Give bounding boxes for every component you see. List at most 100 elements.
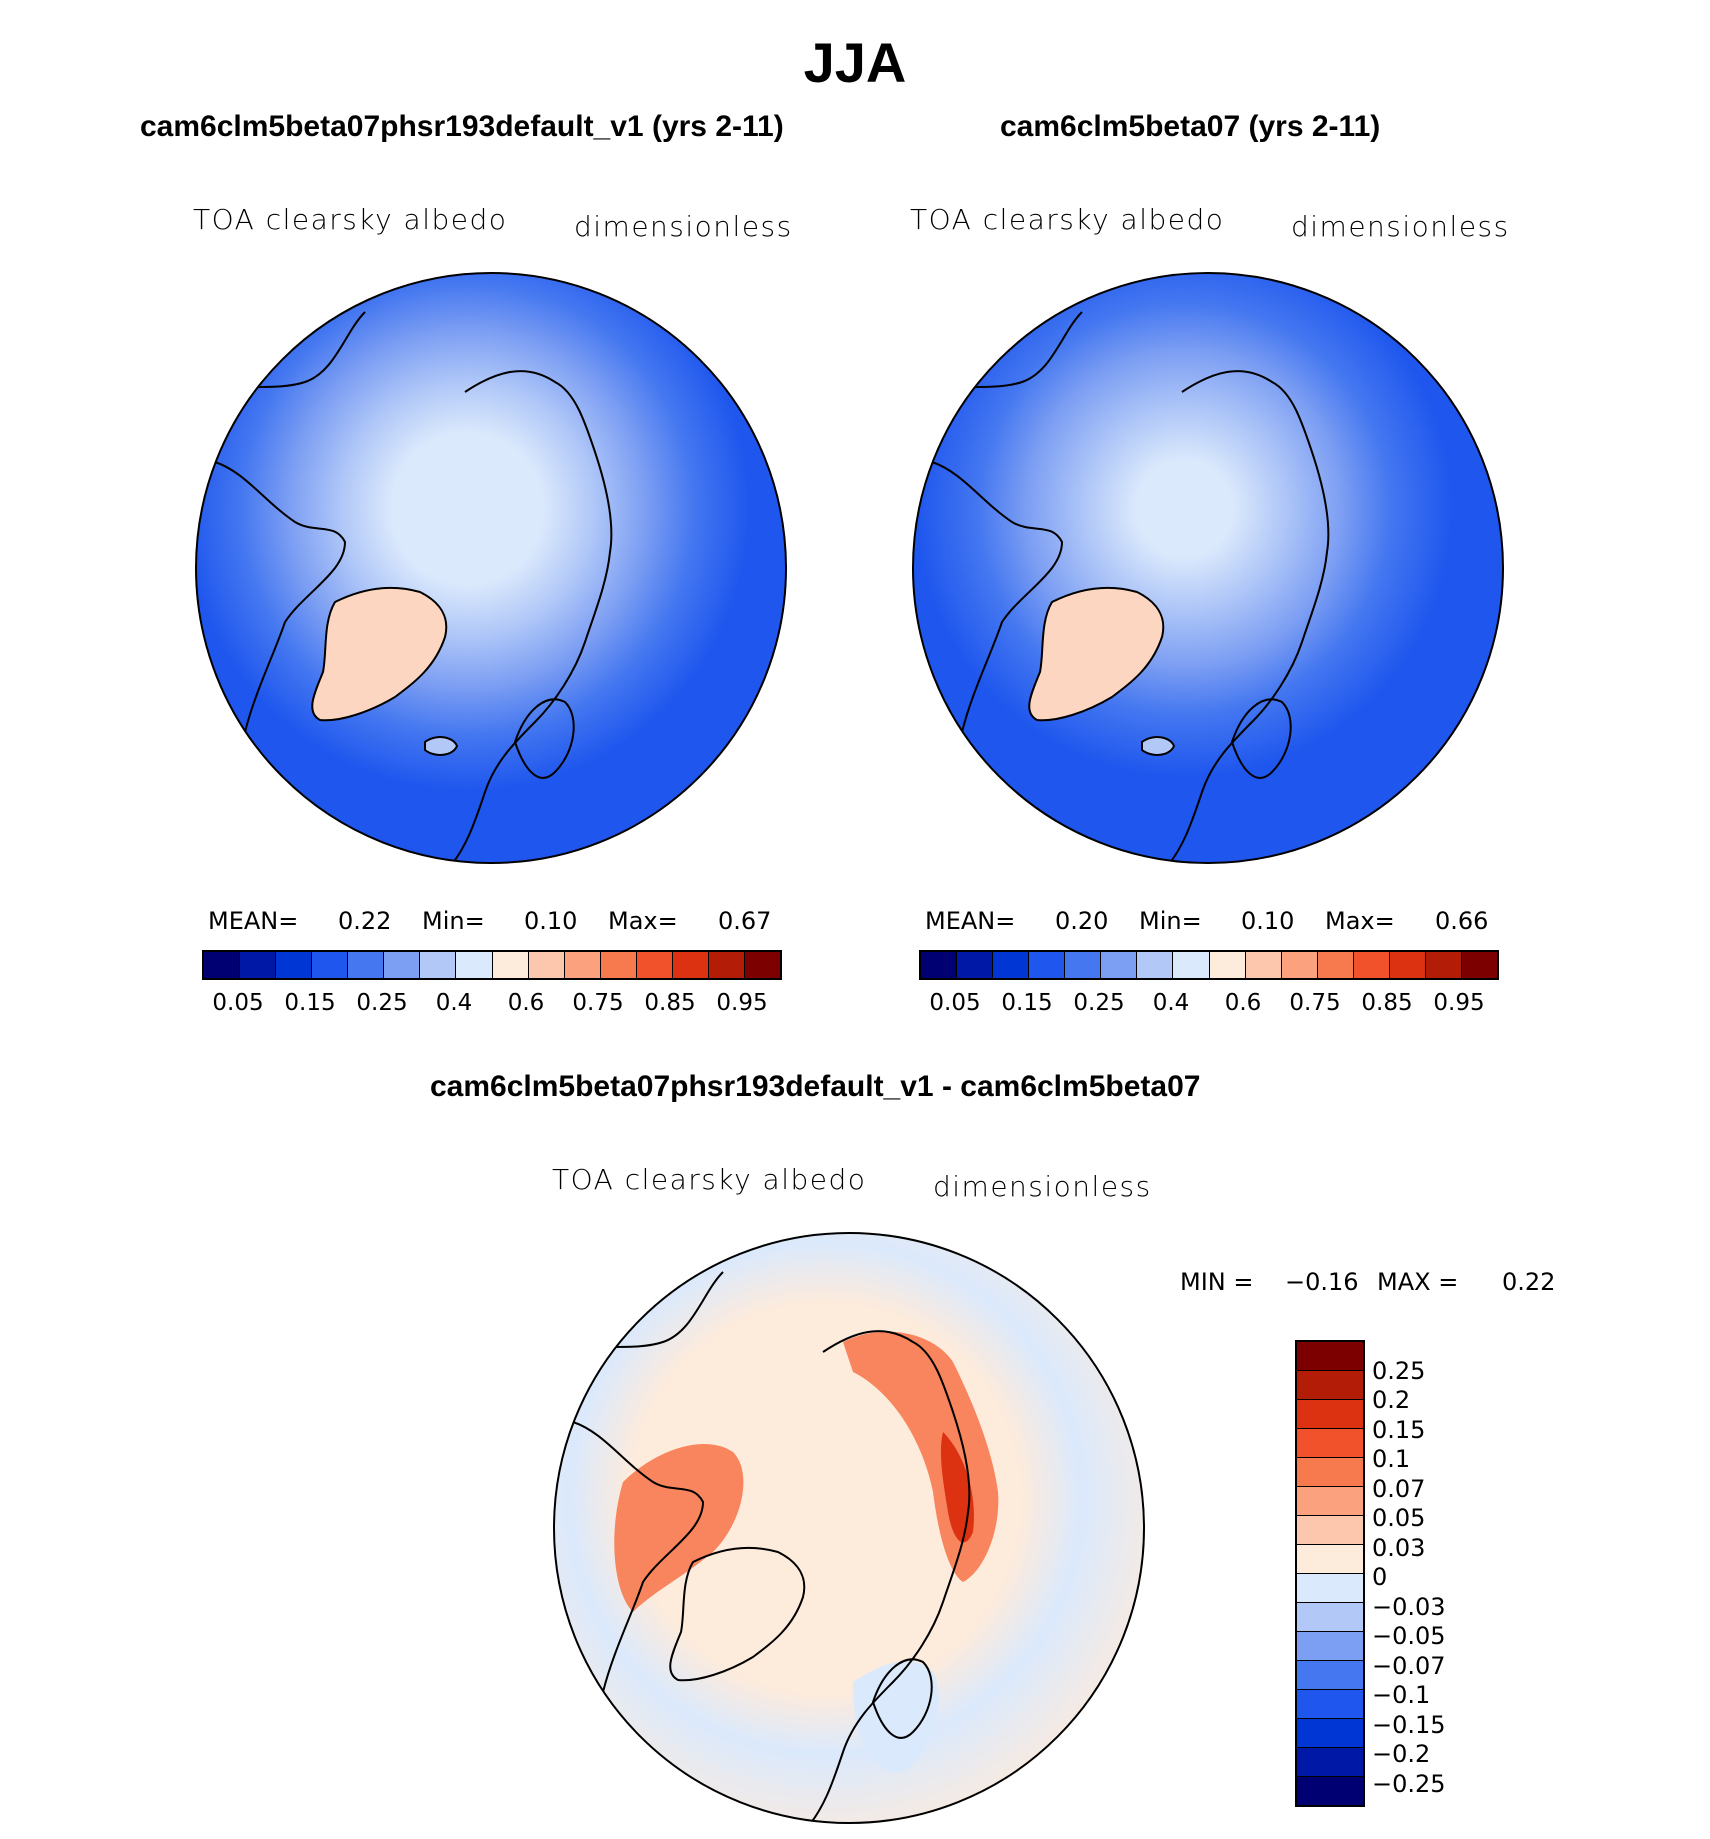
map-border — [195, 272, 787, 864]
colorbar-swatch — [1137, 952, 1174, 978]
colorbar-swatch — [1461, 952, 1497, 978]
colorbar-swatch — [993, 952, 1030, 978]
panel-2-mean-value: 0.20 — [1055, 907, 1109, 935]
diff-max-label: MAX = — [1377, 1268, 1459, 1296]
colorbar-tick-label: 0.75 — [1289, 990, 1341, 1016]
coastline-eurasia — [802, 1330, 971, 1823]
colorbar-tick-label: 0.03 — [1372, 1533, 1426, 1562]
panel-1-mean-value: 0.22 — [338, 907, 392, 935]
panel-2-max-label: Max= — [1325, 907, 1395, 935]
panel-2-variable: TOA clearsky albedo — [910, 203, 1225, 236]
colorbar-swatch — [1297, 1545, 1363, 1574]
colorbar-swatch — [1297, 1603, 1363, 1632]
panel-1-max-label: Max= — [608, 907, 678, 935]
colorbar-swatch — [1317, 952, 1354, 978]
panel-2-min-label: Min= — [1139, 907, 1202, 935]
colorbar-swatch — [276, 952, 313, 978]
positive-anomaly-core — [940, 1432, 974, 1543]
colorbar-swatch — [1101, 952, 1138, 978]
colorbar-tick-label: 0.95 — [716, 990, 768, 1016]
colorbar-tick-label: −0.1 — [1372, 1681, 1431, 1709]
colorbar-swatch — [744, 952, 780, 978]
albedo-field — [913, 273, 1503, 863]
colorbar-swatch — [708, 952, 745, 978]
colorbar-tick-label: −0.07 — [1372, 1651, 1446, 1680]
colorbar-difference-ticks: 0.25 0.2 0.15 0.1 0.07 0.05 0.03 0 −0.03 −0.05 −0.… — [1372, 1340, 1492, 1830]
colorbar-swatch — [1297, 1371, 1363, 1400]
map-border — [553, 1232, 1145, 1824]
colorbar-swatch — [600, 952, 637, 978]
coastline-scandinavia — [1230, 698, 1292, 779]
colorbar-swatch — [1245, 952, 1282, 978]
colorbar-tick-label: 0.05 — [929, 990, 981, 1016]
albedo-field — [196, 273, 786, 863]
panel-1-title: cam6clm5beta07phsr193default_v1 (yrs 2-1… — [140, 110, 784, 143]
polar-map-panel-1 — [195, 272, 787, 864]
diff-max-value: 0.22 — [1502, 1268, 1556, 1296]
colorbar-swatch — [204, 952, 241, 978]
colorbar-swatch — [1297, 1400, 1363, 1429]
colorbar-tick-label: 0.4 — [435, 990, 473, 1016]
colorbar-tick-label: 0.07 — [1372, 1474, 1426, 1503]
colorbar-swatch — [1209, 952, 1246, 978]
colorbar-tick-label: 0.6 — [507, 990, 545, 1016]
colorbar-tick-label: −0.03 — [1372, 1592, 1446, 1621]
colorbar-tick-label: 0.4 — [1152, 990, 1190, 1016]
colorbar-swatch — [1297, 1777, 1363, 1805]
coastline-iceland — [1141, 736, 1176, 756]
colorbar-swatch — [1297, 1429, 1363, 1458]
colorbar-swatch — [636, 952, 673, 978]
colorbar-tick-label: −0.2 — [1372, 1740, 1431, 1768]
colorbar-tick-label: 0 — [1372, 1563, 1388, 1591]
colorbar-swatch — [1297, 1574, 1363, 1603]
colorbar-swatch — [1297, 1661, 1363, 1690]
positive-anomaly-canada — [614, 1443, 744, 1612]
colorbar-swatch — [1173, 952, 1210, 978]
panel-2-mean-label: MEAN= — [925, 907, 1016, 935]
colorbar-tick-label: 0.25 — [1372, 1356, 1426, 1385]
panel-1-units: dimensionless — [574, 210, 793, 243]
panel-2-title: cam6clm5beta07 (yrs 2-11) — [1000, 110, 1381, 143]
colorbar-panel-2-ticks: 0.05 0.15 0.25 0.4 0.6 0.75 0.85 0.95 — [919, 990, 1499, 1020]
diff-panel-units: dimensionless — [933, 1170, 1152, 1203]
diff-panel-title: cam6clm5beta07phsr193default_v1 - cam6cl… — [430, 1070, 1201, 1103]
colorbar-swatch — [1425, 952, 1462, 978]
panel-1-variable: TOA clearsky albedo — [193, 203, 508, 236]
colorbar-difference — [1295, 1340, 1365, 1807]
coastline-eurasia — [444, 370, 613, 863]
colorbar-tick-label: 0.05 — [212, 990, 264, 1016]
greenland-ice-sheet — [311, 586, 448, 722]
colorbar-swatch — [312, 952, 349, 978]
colorbar-swatch — [1297, 1719, 1363, 1748]
colorbar-swatch — [672, 952, 709, 978]
panel-2-max-value: 0.66 — [1435, 907, 1489, 935]
colorbar-swatch — [1297, 1748, 1363, 1777]
coastline-iceland — [424, 736, 459, 756]
colorbar-swatch — [420, 952, 457, 978]
greenland-ice-sheet — [1028, 586, 1165, 722]
colorbar-tick-label: 0.85 — [644, 990, 696, 1016]
colorbar-tick-label: −0.15 — [1372, 1710, 1446, 1739]
colorbar-swatch — [1297, 1632, 1363, 1661]
colorbar-tick-label: 0.15 — [1372, 1415, 1426, 1444]
coastline-scandinavia — [871, 1658, 933, 1739]
colorbar-swatch — [564, 952, 601, 978]
colorbar-swatch — [492, 952, 529, 978]
diff-min-label: MIN = — [1180, 1268, 1254, 1296]
colorbar-tick-label: 0.15 — [1001, 990, 1053, 1016]
colorbar-swatch — [528, 952, 565, 978]
colorbar-panel-2 — [919, 950, 1499, 980]
colorbar-swatch — [1353, 952, 1390, 978]
map-border — [912, 272, 1504, 864]
diff-panel-variable: TOA clearsky albedo — [552, 1163, 867, 1196]
colorbar-tick-label: 0.2 — [1372, 1386, 1411, 1414]
colorbar-tick-label: 0.1 — [1372, 1445, 1411, 1473]
colorbar-swatch — [1297, 1487, 1363, 1516]
panel-2-min-value: 0.10 — [1241, 907, 1295, 935]
colorbar-panel-1 — [202, 950, 782, 980]
colorbar-tick-label: 0.75 — [572, 990, 624, 1016]
colorbar-swatch — [1297, 1516, 1363, 1545]
colorbar-tick-label: −0.05 — [1372, 1622, 1446, 1650]
polar-map-panel-2 — [912, 272, 1504, 864]
diff-min-value: −0.16 — [1285, 1268, 1359, 1296]
